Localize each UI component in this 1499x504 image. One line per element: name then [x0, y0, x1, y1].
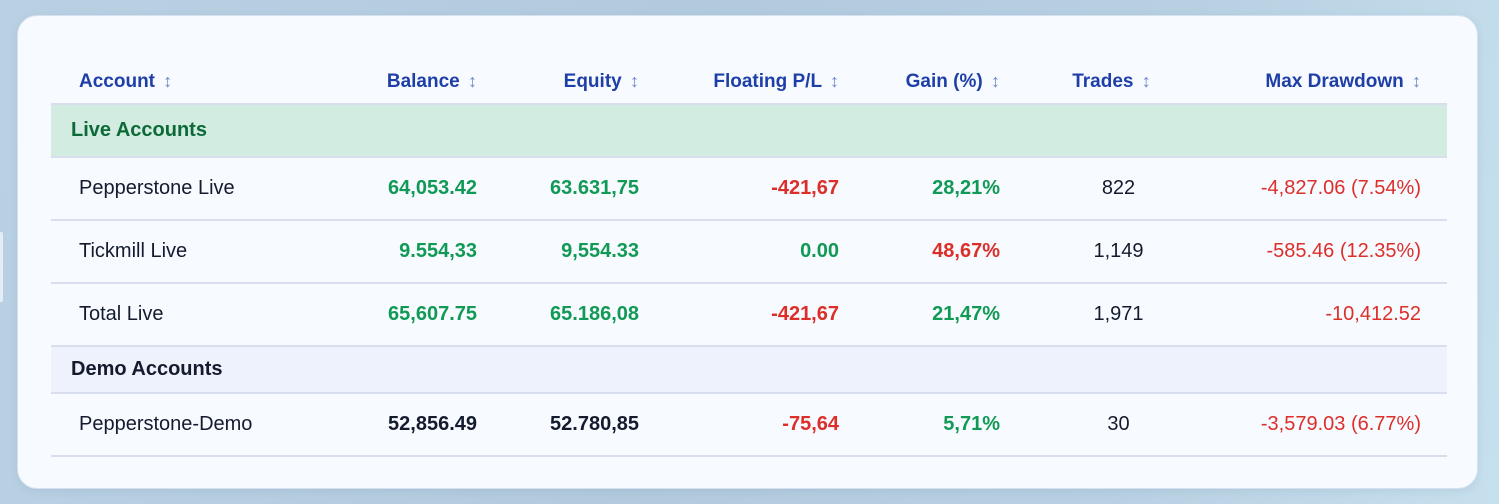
column-header-trades[interactable]: Trades ↕: [1026, 56, 1171, 105]
column-header-account[interactable]: Account ↕: [51, 56, 334, 105]
sort-icon[interactable]: ↕: [1141, 70, 1151, 91]
gain-value: 21,47%: [865, 283, 1026, 347]
sort-icon[interactable]: ↕: [1412, 70, 1421, 91]
section-row-demo-accounts: Demo Accounts: [51, 346, 1447, 394]
trades-value: 30: [1026, 393, 1171, 457]
table-row[interactable]: Tickmill Live 9.554,33 9,554.33 0.00 48,…: [51, 220, 1447, 284]
section-row-live-accounts: Live Accounts: [51, 104, 1447, 158]
table-header-row: Account ↕ Balance ↕ Equity ↕ Floating P/…: [51, 56, 1447, 105]
account-name: Total Live: [51, 283, 334, 347]
table-row-total[interactable]: Total Live 65,607.75 65.186,08 -421,67 2…: [51, 283, 1447, 347]
trades-value: 1,971: [1026, 283, 1171, 347]
max-drawdown-value: -3,579.03 (6.77%): [1171, 393, 1447, 457]
floating-pl-value: -421,67: [665, 283, 865, 347]
trades-value: 1,149: [1026, 220, 1171, 284]
side-panel-handle[interactable]: [0, 232, 3, 302]
gain-value: 48,67%: [865, 220, 1026, 284]
accounts-table: Account ↕ Balance ↕ Equity ↕ Floating P/…: [51, 56, 1447, 457]
equity-value: 52.780,85: [503, 393, 665, 457]
table-row[interactable]: Pepperstone Live 64,053.42 63.631,75 -42…: [51, 157, 1447, 221]
sort-icon[interactable]: ↕: [630, 70, 639, 91]
equity-value: 65.186,08: [503, 283, 665, 347]
floating-pl-value: -421,67: [665, 157, 865, 221]
gain-value: 28,21%: [865, 157, 1026, 221]
balance-value: 64,053.42: [334, 157, 503, 221]
balance-value: 9.554,33: [334, 220, 503, 284]
account-name: Pepperstone-Demo: [51, 393, 334, 457]
account-name: Tickmill Live: [51, 220, 334, 284]
equity-value: 63.631,75: [503, 157, 665, 221]
balance-value: 65,607.75: [334, 283, 503, 347]
sort-icon[interactable]: ↕: [830, 70, 839, 91]
floating-pl-value: 0.00: [665, 220, 865, 284]
equity-value: 9,554.33: [503, 220, 665, 284]
sort-icon[interactable]: ↕: [163, 70, 173, 91]
column-header-gain[interactable]: Gain (%) ↕: [865, 56, 1026, 105]
column-header-balance[interactable]: Balance ↕: [334, 56, 503, 105]
gain-value: 5,71%: [865, 393, 1026, 457]
account-name: Pepperstone Live: [51, 157, 334, 221]
sort-icon[interactable]: ↕: [991, 70, 1000, 91]
section-title: Live Accounts: [51, 104, 1447, 158]
trades-value: 822: [1026, 157, 1171, 221]
table-row[interactable]: Pepperstone-Demo 52,856.49 52.780,85 -75…: [51, 393, 1447, 457]
floating-pl-value: -75,64: [665, 393, 865, 457]
column-header-max-drawdown[interactable]: Max Drawdown ↕: [1171, 56, 1447, 105]
sort-icon[interactable]: ↕: [468, 70, 477, 91]
balance-value: 52,856.49: [334, 393, 503, 457]
max-drawdown-value: -10,412.52: [1171, 283, 1447, 347]
max-drawdown-value: -4,827.06 (7.54%): [1171, 157, 1447, 221]
max-drawdown-value: -585.46 (12.35%): [1171, 220, 1447, 284]
accounts-summary-card: Account ↕ Balance ↕ Equity ↕ Floating P/…: [17, 15, 1478, 489]
column-header-floating-pl[interactable]: Floating P/L ↕: [665, 56, 865, 105]
section-title: Demo Accounts: [51, 346, 1447, 394]
column-header-equity[interactable]: Equity ↕: [503, 56, 665, 105]
